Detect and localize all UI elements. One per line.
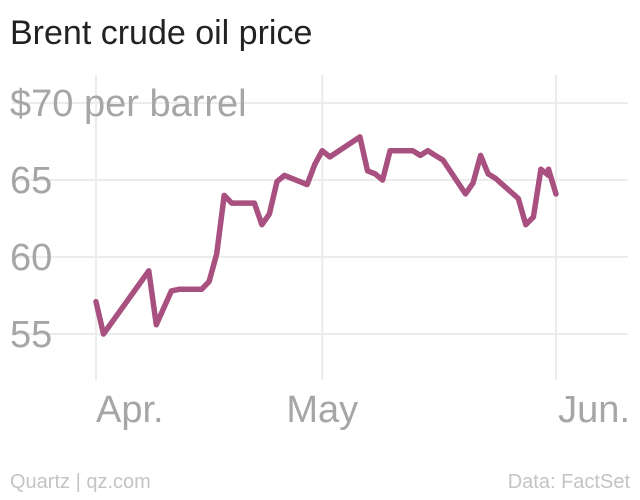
footer-source-left: Quartz | qz.com <box>10 471 151 493</box>
series-layer <box>93 134 559 337</box>
x-tick-label-may: May <box>286 389 358 431</box>
chart-title: Brent crude oil price <box>10 14 312 52</box>
x-tick-label-apr: Apr. <box>96 389 164 431</box>
x-tick-label-jun: Jun. <box>558 389 630 431</box>
series-line-0 <box>93 134 552 337</box>
y-tick-label-70: $70 per barrel <box>10 83 247 125</box>
footer-source-right: Data: FactSet <box>508 471 631 493</box>
y-tick-label-55: 55 <box>10 314 52 356</box>
grid-layer <box>12 75 628 380</box>
series-line-1 <box>545 166 559 197</box>
y-axis-tick-labels: 55 60 65 $70 per barrel <box>10 83 247 356</box>
y-tick-label-60: 60 <box>10 237 52 279</box>
x-axis-tick-labels: Apr. May Jun. <box>96 389 630 431</box>
y-tick-label-65: 65 <box>10 160 52 202</box>
